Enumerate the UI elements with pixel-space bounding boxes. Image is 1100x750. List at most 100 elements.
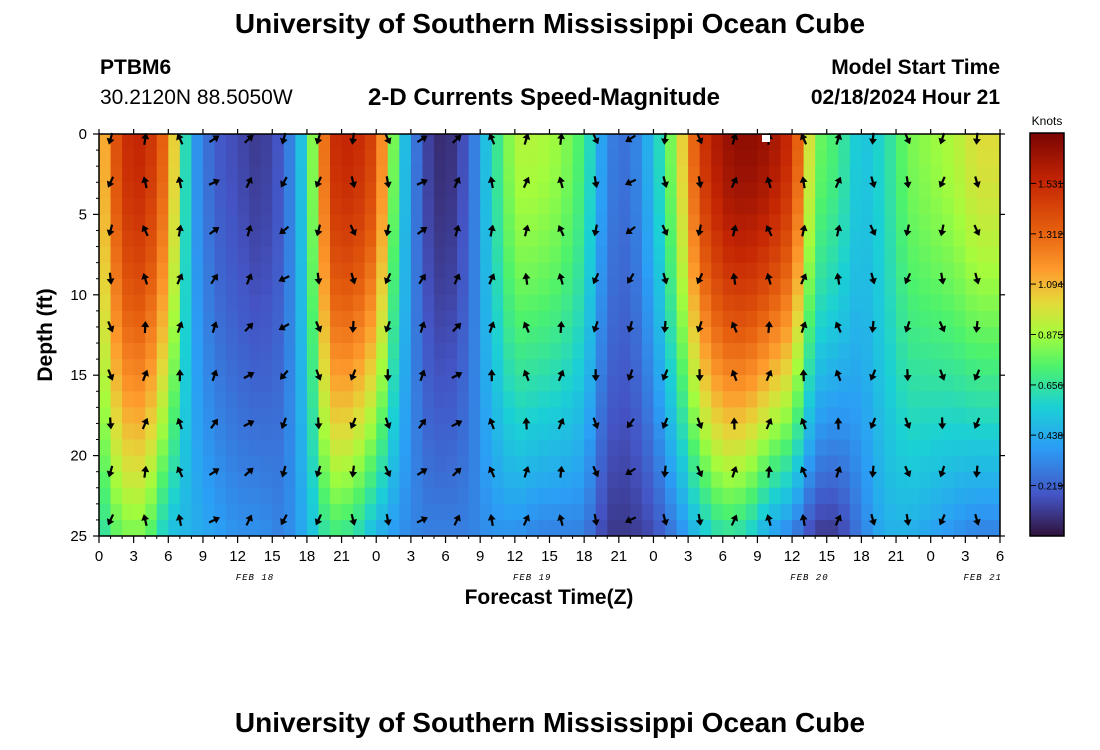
heatmap-cell xyxy=(283,294,296,312)
heatmap-cell xyxy=(318,198,331,215)
heatmap-cell xyxy=(976,455,990,473)
heatmap-cell xyxy=(919,198,932,215)
heatmap-cell xyxy=(249,262,262,280)
heatmap-cell xyxy=(572,423,585,441)
heatmap-cell xyxy=(745,278,759,296)
heatmap-cell xyxy=(849,182,862,199)
heatmap-cell xyxy=(168,375,181,392)
heatmap-cell xyxy=(526,471,539,489)
heatmap-cell xyxy=(457,182,470,199)
heatmap-cell xyxy=(780,503,793,521)
heatmap-cell xyxy=(226,487,239,505)
heatmap-cell xyxy=(953,407,966,425)
heatmap-cell xyxy=(480,294,493,312)
heatmap-cell xyxy=(122,294,135,312)
heatmap-cell xyxy=(399,455,412,473)
heatmap-cell xyxy=(168,230,181,248)
heatmap-cell xyxy=(202,343,216,360)
heatmap-cell xyxy=(768,423,782,441)
heatmap-cell xyxy=(330,407,343,425)
heatmap-cell xyxy=(688,326,701,344)
current-arrow xyxy=(141,273,149,285)
heatmap-cell xyxy=(445,214,458,232)
current-arrow xyxy=(972,465,981,478)
heatmap-cell xyxy=(445,439,458,457)
current-arrow xyxy=(765,321,773,334)
heatmap-cell xyxy=(584,214,597,232)
heatmap-cell xyxy=(826,326,839,344)
heatmap-cell xyxy=(803,198,816,215)
heatmap-cell xyxy=(976,278,990,296)
current-arrow xyxy=(314,369,323,381)
current-arrow xyxy=(245,224,253,237)
current-arrow xyxy=(661,465,669,478)
heatmap-cell xyxy=(156,471,169,489)
heatmap-cell xyxy=(607,278,620,296)
heatmap-cell xyxy=(422,246,435,264)
heatmap-cell xyxy=(156,326,169,344)
heatmap-cell xyxy=(976,310,990,328)
heatmap-cell xyxy=(976,134,990,151)
heatmap-cell xyxy=(526,294,539,312)
heatmap-cell xyxy=(133,166,146,183)
heatmap-cell xyxy=(283,182,296,199)
heatmap-cell xyxy=(711,487,724,505)
heatmap-cell xyxy=(907,343,920,360)
heatmap-cell xyxy=(653,310,666,328)
heatmap-cell xyxy=(306,278,320,296)
heatmap-cell xyxy=(133,503,146,521)
current-arrow xyxy=(106,465,115,478)
y-tick-label: 0 xyxy=(79,126,87,143)
heatmap-cell xyxy=(561,439,574,457)
heatmap-cell xyxy=(907,230,920,248)
heatmap-cell xyxy=(260,326,273,344)
current-arrow xyxy=(834,514,842,526)
heatmap-cell xyxy=(295,278,308,296)
heatmap-cell xyxy=(99,166,112,183)
heatmap-cell xyxy=(561,471,574,489)
heatmap-cell xyxy=(341,343,354,360)
heatmap-cell xyxy=(399,214,412,232)
heatmap-cell xyxy=(99,375,112,392)
heatmap-cell xyxy=(318,487,331,505)
current-arrow xyxy=(453,273,461,285)
heatmap-cell xyxy=(815,262,828,280)
heatmap-cell xyxy=(480,166,493,183)
heatmap-cell xyxy=(618,519,631,536)
heatmap-cell xyxy=(468,471,481,489)
heatmap-cell xyxy=(942,294,955,312)
heatmap-cell xyxy=(514,375,527,392)
heatmap-cell xyxy=(745,198,759,215)
heatmap-cell xyxy=(630,359,643,376)
heatmap-cell xyxy=(665,375,678,392)
heatmap-cell xyxy=(318,230,331,248)
heatmap-cell xyxy=(896,326,909,344)
x-tick-label: 6 xyxy=(441,548,449,565)
current-arrow xyxy=(488,466,496,478)
heatmap-cell xyxy=(422,391,435,408)
current-arrow xyxy=(175,224,184,237)
heatmap-cell xyxy=(168,294,181,312)
heatmap-cell xyxy=(99,262,112,280)
heatmap-cell xyxy=(919,294,932,312)
heatmap-cell xyxy=(330,230,343,248)
heatmap-cell xyxy=(711,134,724,151)
heatmap-cell xyxy=(676,150,689,167)
heatmap-cell xyxy=(191,487,204,505)
heatmap-cell xyxy=(503,359,516,376)
heatmap-cell xyxy=(942,439,955,457)
heatmap-cell xyxy=(249,326,262,344)
heatmap-cell xyxy=(202,166,216,183)
heatmap-cell xyxy=(537,214,551,232)
heatmap-cell xyxy=(815,278,828,296)
current-arrow xyxy=(522,369,531,382)
heatmap-cell xyxy=(133,294,146,312)
heatmap-cell xyxy=(641,294,655,312)
heatmap-cell xyxy=(988,278,1000,296)
heatmap-cell xyxy=(745,246,759,264)
model-start-label: Model Start Time xyxy=(831,56,1000,79)
current-arrow xyxy=(903,465,912,478)
heatmap-cell xyxy=(665,326,678,344)
heatmap-cell xyxy=(537,198,551,215)
colorbar-tick-label: 0.656 xyxy=(1038,381,1063,392)
